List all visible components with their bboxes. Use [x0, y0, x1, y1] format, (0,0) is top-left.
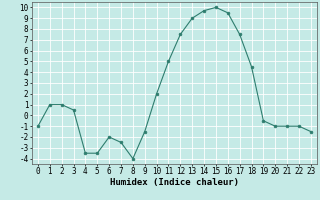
X-axis label: Humidex (Indice chaleur): Humidex (Indice chaleur): [110, 178, 239, 187]
